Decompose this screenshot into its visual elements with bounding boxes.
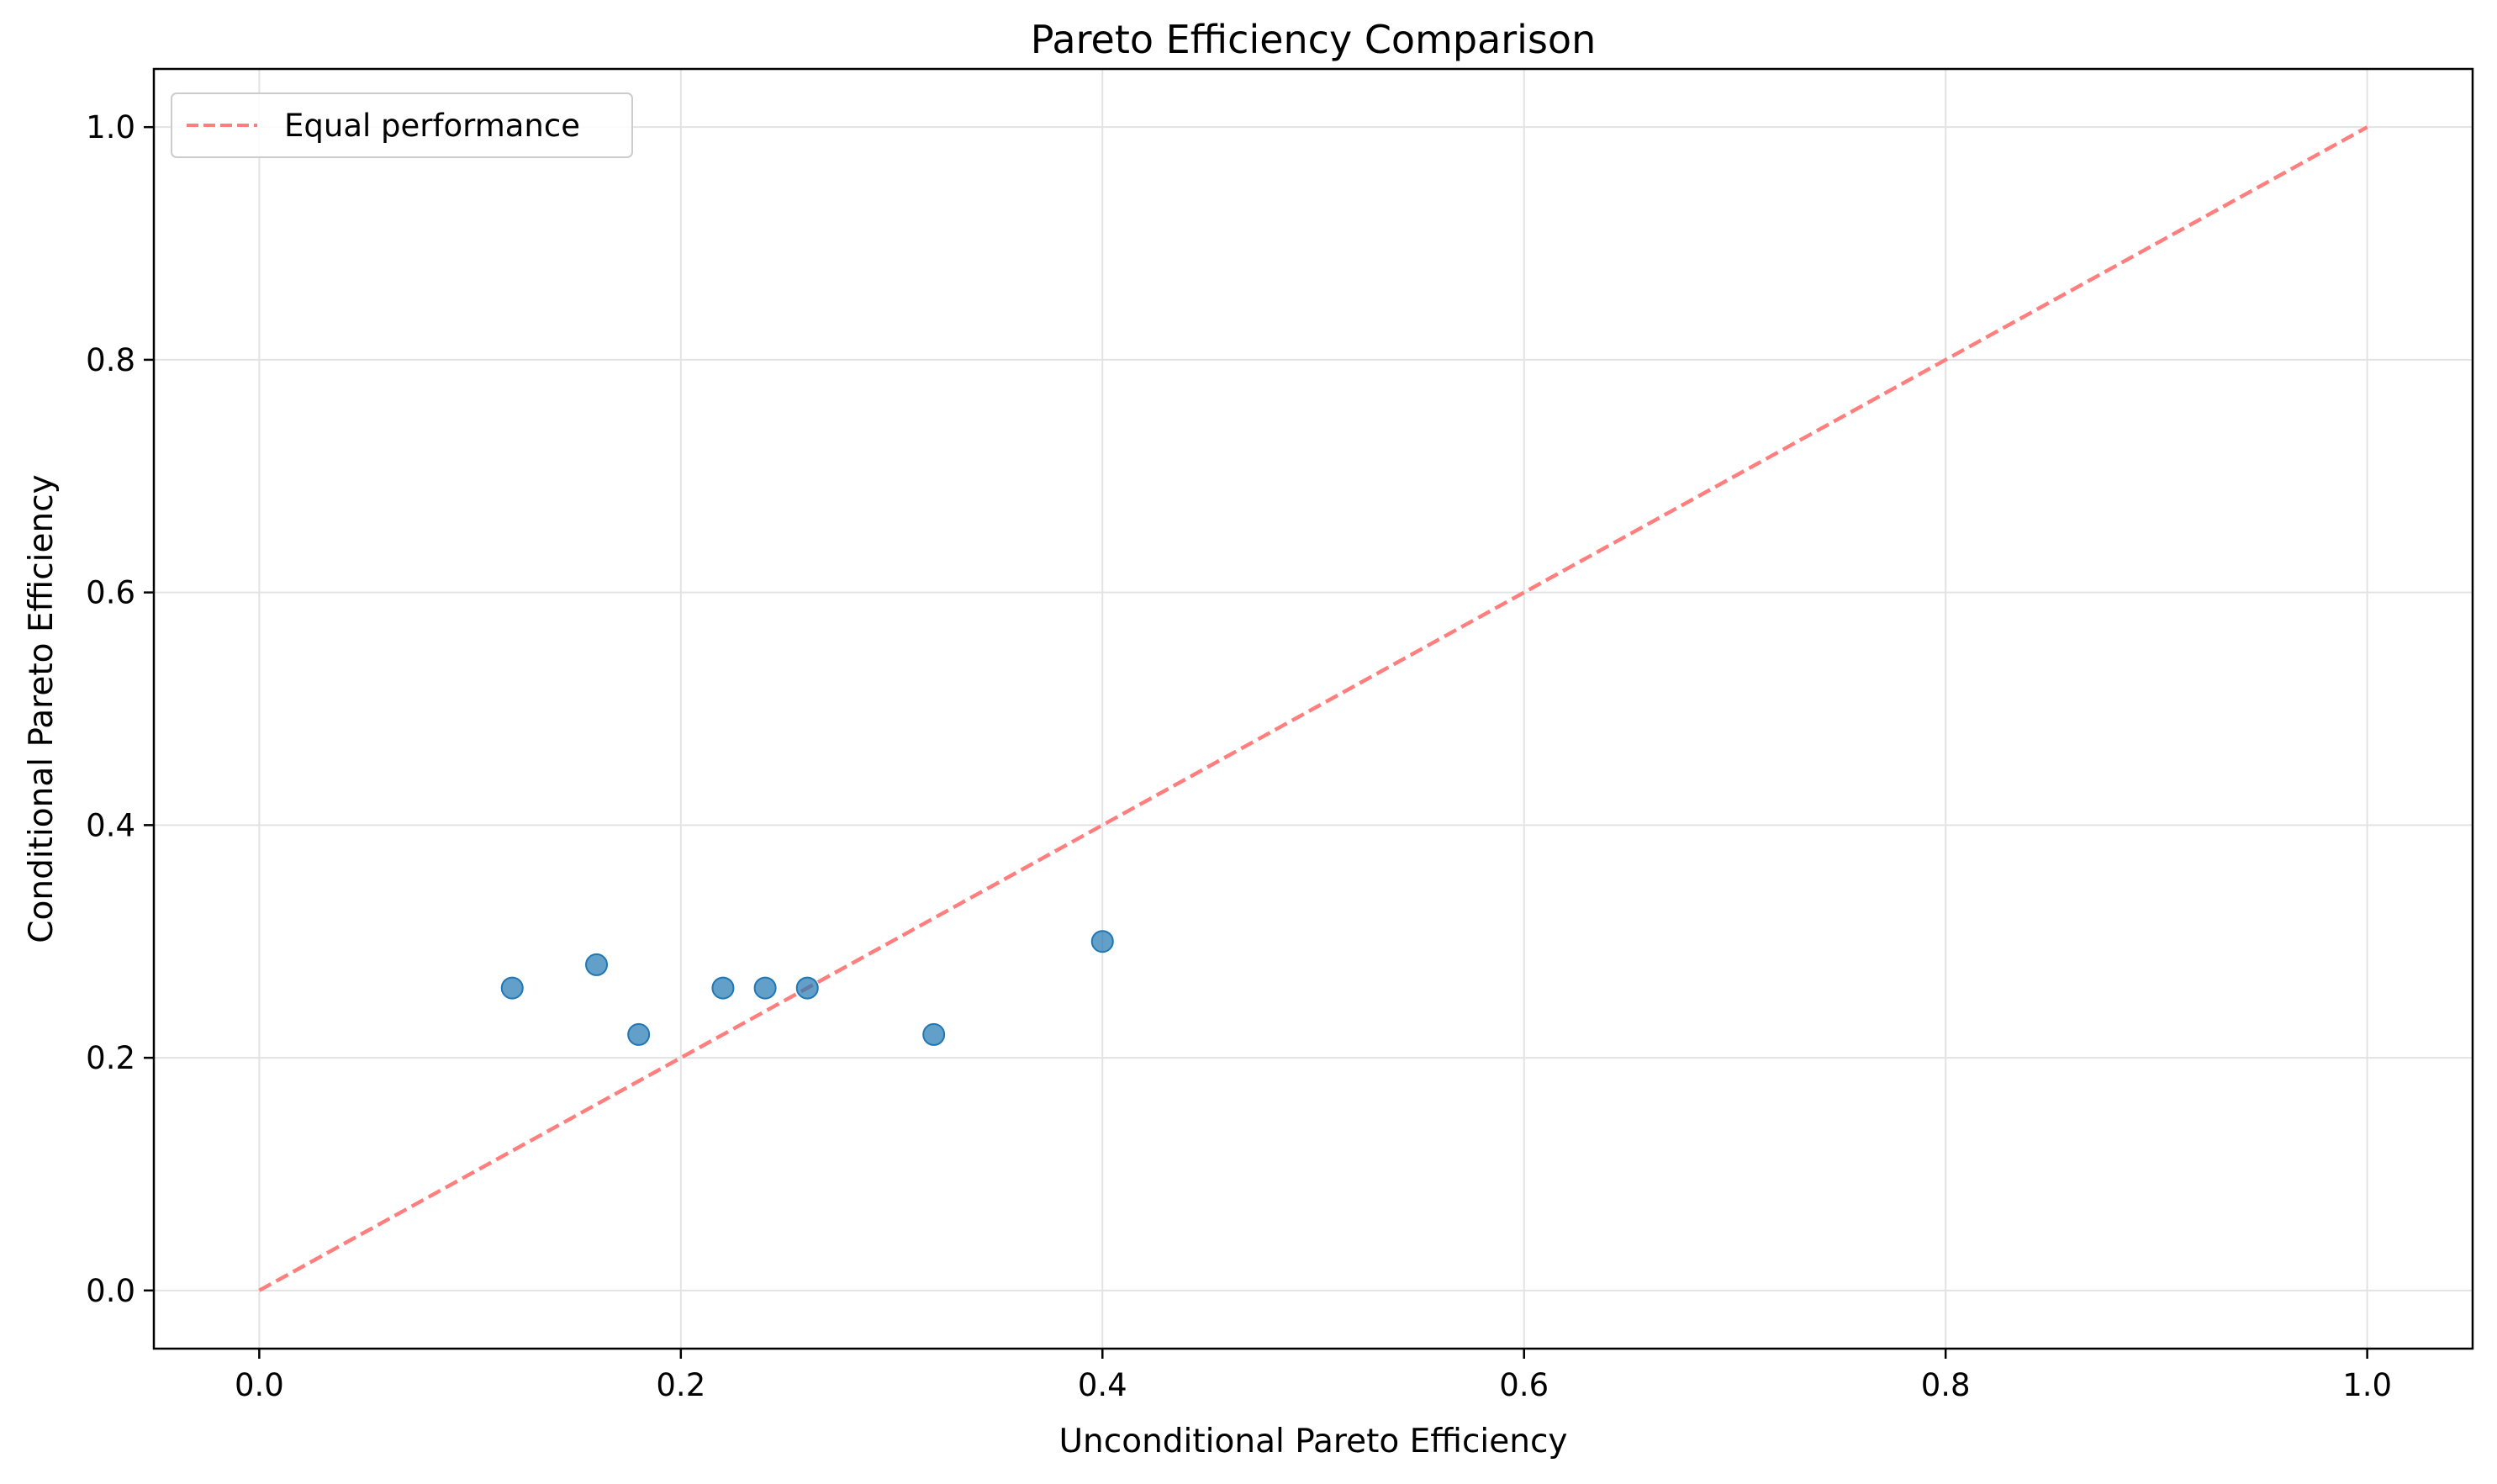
y-axis-label: Conditional Pareto Efficiency — [23, 474, 61, 943]
reference-line-layer — [258, 125, 2368, 1292]
data-point — [922, 1022, 946, 1046]
x-tick-label: 1.0 — [2342, 1367, 2392, 1403]
data-point — [753, 976, 777, 1000]
x-tick-label: 0.4 — [1078, 1367, 1127, 1403]
x-tick-label: 0.2 — [656, 1367, 705, 1403]
legend-label-equal-performance: Equal performance — [284, 108, 580, 144]
data-point — [711, 976, 735, 1000]
x-tick-label: 0.8 — [1921, 1367, 1971, 1403]
y-tick-label: 0.6 — [86, 575, 135, 611]
data-point — [1090, 930, 1114, 953]
axis-ticks: 0.0 0.2 0.4 0.6 0.8 1.0 0.0 0.2 0.4 0.6 0.8 1.0 — [86, 109, 2392, 1403]
data-point — [627, 1022, 651, 1046]
y-tick-label: 1.0 — [86, 109, 135, 145]
data-point — [795, 976, 819, 1000]
data-point — [500, 976, 524, 1000]
y-tick-label: 0.2 — [86, 1040, 135, 1076]
y-tick-label: 0.4 — [86, 807, 135, 843]
x-axis-label: Unconditional Pareto Efficiency — [1059, 1423, 1568, 1460]
x-tick-label: 0.6 — [1499, 1367, 1549, 1403]
x-tick-label: 0.0 — [235, 1367, 284, 1403]
equal-performance-line — [258, 125, 2368, 1292]
data-points — [500, 930, 1114, 1046]
plot-frame — [152, 67, 2474, 1350]
legend: Equal performance — [171, 92, 633, 158]
chart-title: Pareto Efficiency Comparison — [1031, 17, 1596, 62]
legend-box — [171, 92, 633, 158]
data-point — [585, 953, 609, 976]
y-tick-label: 0.0 — [86, 1273, 135, 1309]
y-tick-label: 0.8 — [86, 342, 135, 378]
